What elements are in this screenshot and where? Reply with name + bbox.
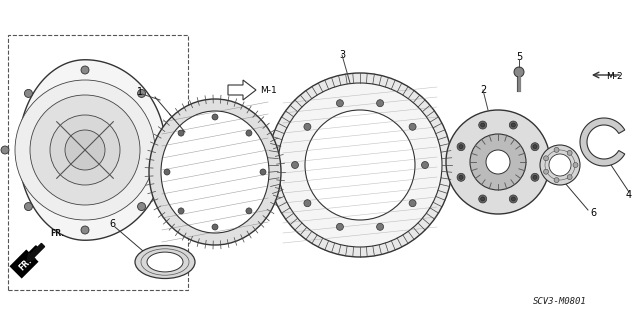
Circle shape: [543, 156, 548, 161]
Circle shape: [337, 223, 344, 230]
Text: 3: 3: [339, 50, 345, 60]
Circle shape: [459, 175, 463, 179]
Circle shape: [549, 154, 571, 176]
Circle shape: [260, 169, 266, 175]
Circle shape: [531, 143, 539, 151]
Circle shape: [81, 226, 89, 234]
Circle shape: [376, 100, 383, 107]
Circle shape: [178, 130, 184, 136]
Circle shape: [24, 203, 33, 211]
Circle shape: [268, 73, 452, 257]
Circle shape: [278, 83, 442, 247]
Circle shape: [81, 66, 89, 74]
Circle shape: [164, 169, 170, 175]
Ellipse shape: [149, 99, 281, 245]
Circle shape: [409, 123, 416, 130]
Text: M-2: M-2: [606, 71, 623, 81]
Circle shape: [409, 200, 416, 207]
Circle shape: [65, 130, 105, 170]
Circle shape: [511, 197, 515, 201]
Circle shape: [457, 143, 465, 151]
Circle shape: [479, 121, 486, 129]
Polygon shape: [19, 60, 166, 240]
Circle shape: [337, 100, 344, 107]
Text: 6: 6: [109, 219, 115, 229]
Circle shape: [24, 89, 33, 97]
Circle shape: [246, 130, 252, 136]
Circle shape: [509, 121, 517, 129]
FancyArrow shape: [27, 244, 45, 261]
Circle shape: [514, 67, 524, 77]
Circle shape: [178, 208, 184, 214]
Circle shape: [543, 169, 548, 174]
Circle shape: [161, 146, 169, 154]
Circle shape: [481, 123, 484, 127]
Text: FR.: FR.: [50, 229, 64, 238]
Text: 6: 6: [590, 208, 596, 218]
Ellipse shape: [135, 245, 195, 278]
Circle shape: [531, 173, 539, 181]
Text: 4: 4: [626, 190, 632, 200]
Text: SCV3-M0801: SCV3-M0801: [533, 298, 587, 307]
Circle shape: [376, 223, 383, 230]
Circle shape: [1, 146, 9, 154]
Circle shape: [481, 197, 484, 201]
Circle shape: [554, 178, 559, 183]
Ellipse shape: [161, 111, 269, 233]
Circle shape: [212, 114, 218, 120]
Text: 2: 2: [480, 85, 486, 95]
Circle shape: [511, 123, 515, 127]
Circle shape: [291, 162, 298, 169]
Polygon shape: [228, 80, 256, 100]
Text: M-1: M-1: [260, 85, 276, 94]
Circle shape: [533, 175, 537, 179]
Circle shape: [457, 173, 465, 181]
Circle shape: [509, 195, 517, 203]
Circle shape: [50, 115, 120, 185]
Circle shape: [138, 203, 145, 211]
Circle shape: [446, 110, 550, 214]
Circle shape: [479, 195, 486, 203]
Text: 1: 1: [137, 87, 143, 97]
Ellipse shape: [147, 252, 183, 272]
Circle shape: [304, 200, 311, 207]
Circle shape: [567, 150, 572, 155]
Circle shape: [15, 80, 155, 220]
Circle shape: [246, 208, 252, 214]
Text: FR.: FR.: [15, 255, 33, 273]
Polygon shape: [580, 118, 625, 166]
Circle shape: [305, 110, 415, 220]
Circle shape: [212, 224, 218, 230]
Text: 5: 5: [516, 52, 522, 62]
Circle shape: [573, 163, 578, 167]
Circle shape: [567, 175, 572, 180]
Circle shape: [554, 148, 559, 152]
Circle shape: [486, 150, 510, 174]
Circle shape: [470, 134, 526, 190]
FancyArrow shape: [17, 246, 40, 270]
Circle shape: [459, 145, 463, 149]
Circle shape: [304, 123, 311, 130]
FancyBboxPatch shape: [8, 35, 188, 290]
Circle shape: [138, 89, 145, 97]
Circle shape: [540, 145, 580, 185]
Text: FR.: FR.: [17, 256, 33, 272]
Circle shape: [533, 145, 537, 149]
Circle shape: [30, 95, 140, 205]
Circle shape: [422, 162, 429, 169]
